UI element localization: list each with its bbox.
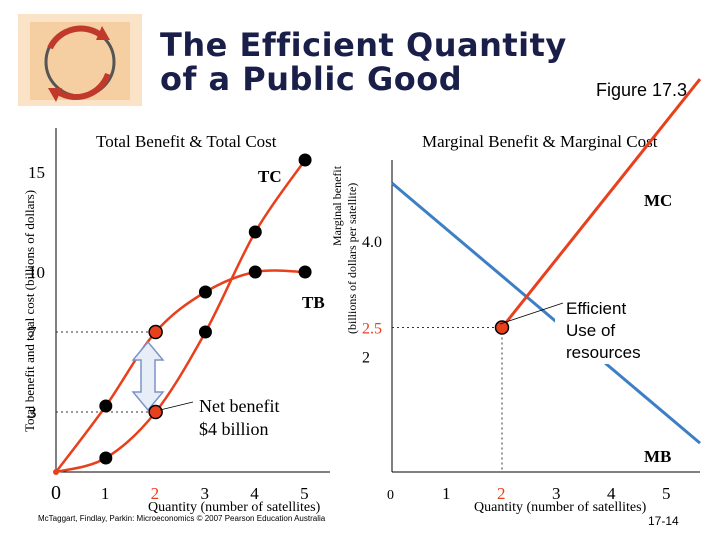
right-x-tick-0: 0 bbox=[387, 488, 394, 503]
right-chart-ticks: 0 1 2 3 4 5 2 2.5 4.0 bbox=[362, 234, 671, 503]
left-y-tick-15: 15 bbox=[28, 163, 45, 182]
series-label-tc: TC bbox=[258, 167, 282, 186]
series-label-mc: MC bbox=[644, 191, 672, 210]
efficient-pointer bbox=[499, 302, 564, 325]
right-chart-lines: MC MB bbox=[391, 78, 702, 466]
series-label-tb: TB bbox=[302, 293, 325, 312]
series-label-mb: MB bbox=[644, 447, 671, 466]
right-x-tick-3: 3 bbox=[552, 484, 561, 503]
right-x-tick-5: 5 bbox=[662, 484, 671, 503]
origin-point bbox=[53, 469, 59, 475]
right-chart-xlabel: Quantity (number of satellites) bbox=[474, 500, 647, 515]
circular-arrows-logo-icon bbox=[18, 14, 142, 106]
right-chart-ylabel-1: Marginal benefit bbox=[330, 165, 344, 246]
net-benefit-label-1: Net benefit bbox=[199, 396, 279, 416]
left-chart-guide-lines bbox=[56, 331, 156, 413]
right-y-tick-4.0: 4.0 bbox=[362, 234, 382, 251]
left-chart: Total Benefit & Total Cost Total benefit… bbox=[22, 128, 330, 515]
right-y-tick-2.5: 2.5 bbox=[362, 321, 382, 338]
point-tb-4 bbox=[248, 265, 262, 279]
equilibrium-point bbox=[494, 320, 510, 335]
left-x-tick-5: 5 bbox=[300, 484, 309, 503]
left-y-tick-7: 7 bbox=[28, 323, 37, 342]
left-x-tick-1: 1 bbox=[101, 484, 110, 503]
page-number: 17-14 bbox=[648, 514, 679, 528]
highlight-point-2 bbox=[148, 404, 163, 420]
left-x-tick-0: 0 bbox=[51, 482, 61, 504]
point-tc-1 bbox=[99, 451, 113, 465]
right-chart-points bbox=[494, 320, 510, 335]
slide-title-line-1: The Efficient Quantity bbox=[160, 26, 567, 64]
efficient-label-1: Efficient bbox=[566, 299, 626, 318]
net-benefit-label-2: $4 billion bbox=[199, 419, 269, 439]
left-chart-ylabel: Total benefit and total cost (billions o… bbox=[22, 190, 37, 432]
slide-title: The Efficient Quantity of a Public Good bbox=[160, 28, 580, 96]
efficient-label-2: Use of bbox=[566, 321, 615, 340]
highlight-point-1 bbox=[148, 324, 163, 340]
left-chart-title: Total Benefit & Total Cost bbox=[96, 132, 277, 151]
efficient-label-3: resources bbox=[566, 343, 641, 362]
footer-credit: McTaggart, Findlay, Parkin: Microeconomi… bbox=[38, 514, 326, 523]
net-benefit-pointer bbox=[159, 401, 194, 411]
point-tb-3 bbox=[198, 285, 212, 299]
net-benefit-box bbox=[192, 389, 288, 439]
left-chart-ticks: 0 1 2 3 4 5 3 7 10 15 bbox=[28, 163, 309, 504]
right-y-tick-2: 2 bbox=[362, 349, 370, 366]
left-y-tick-3: 3 bbox=[28, 403, 37, 422]
right-chart: Marginal Benefit & Marginal Cost Margina… bbox=[330, 78, 702, 515]
left-chart-xlabel: Quantity (number of satellites) bbox=[148, 500, 321, 515]
figure-label: Figure 17.3 bbox=[596, 80, 688, 100]
series-line-mb bbox=[391, 181, 701, 445]
right-chart-title: Marginal Benefit & Marginal Cost bbox=[422, 132, 658, 151]
point-tb-5 bbox=[298, 265, 312, 279]
net-benefit-arrow bbox=[131, 340, 165, 412]
efficient-box bbox=[555, 292, 647, 364]
point-tc-5 bbox=[298, 153, 312, 167]
right-chart-ylabel-2: (billions of dollars per satellite) bbox=[345, 183, 359, 334]
series-line-mc bbox=[500, 78, 702, 329]
right-x-tick-2: 2 bbox=[497, 484, 506, 503]
right-x-tick-1: 1 bbox=[442, 484, 451, 503]
right-x-tick-4: 4 bbox=[607, 484, 616, 503]
series-line-tb bbox=[55, 269, 306, 473]
point-tc-4 bbox=[248, 225, 262, 239]
point-tc-3 bbox=[198, 325, 212, 339]
left-x-tick-2: 2 bbox=[151, 484, 160, 503]
left-chart-points bbox=[53, 153, 312, 475]
left-x-tick-3: 3 bbox=[200, 484, 209, 503]
right-chart-guide-lines bbox=[392, 327, 503, 472]
point-tb-1 bbox=[99, 399, 113, 413]
left-x-tick-4: 4 bbox=[250, 484, 259, 503]
left-y-tick-10: 10 bbox=[28, 263, 45, 282]
slide-title-line-2: of a Public Good bbox=[160, 60, 463, 98]
